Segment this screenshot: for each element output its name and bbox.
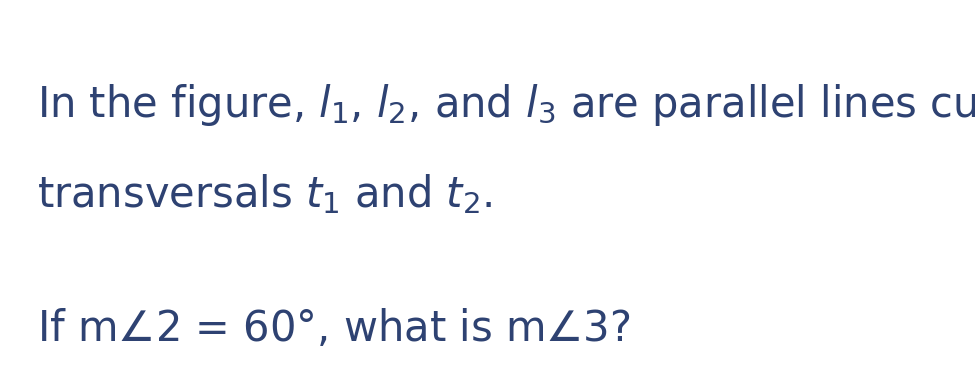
Text: transversals $t_1$ and $t_2$.: transversals $t_1$ and $t_2$.: [37, 172, 492, 216]
Text: If m$\angle$2 = 60°, what is m$\angle$3?: If m$\angle$2 = 60°, what is m$\angle$3?: [37, 308, 631, 350]
Text: In the figure, $l_1$, $l_2$, and $l_3$ are parallel lines cut by: In the figure, $l_1$, $l_2$, and $l_3$ a…: [37, 82, 975, 129]
